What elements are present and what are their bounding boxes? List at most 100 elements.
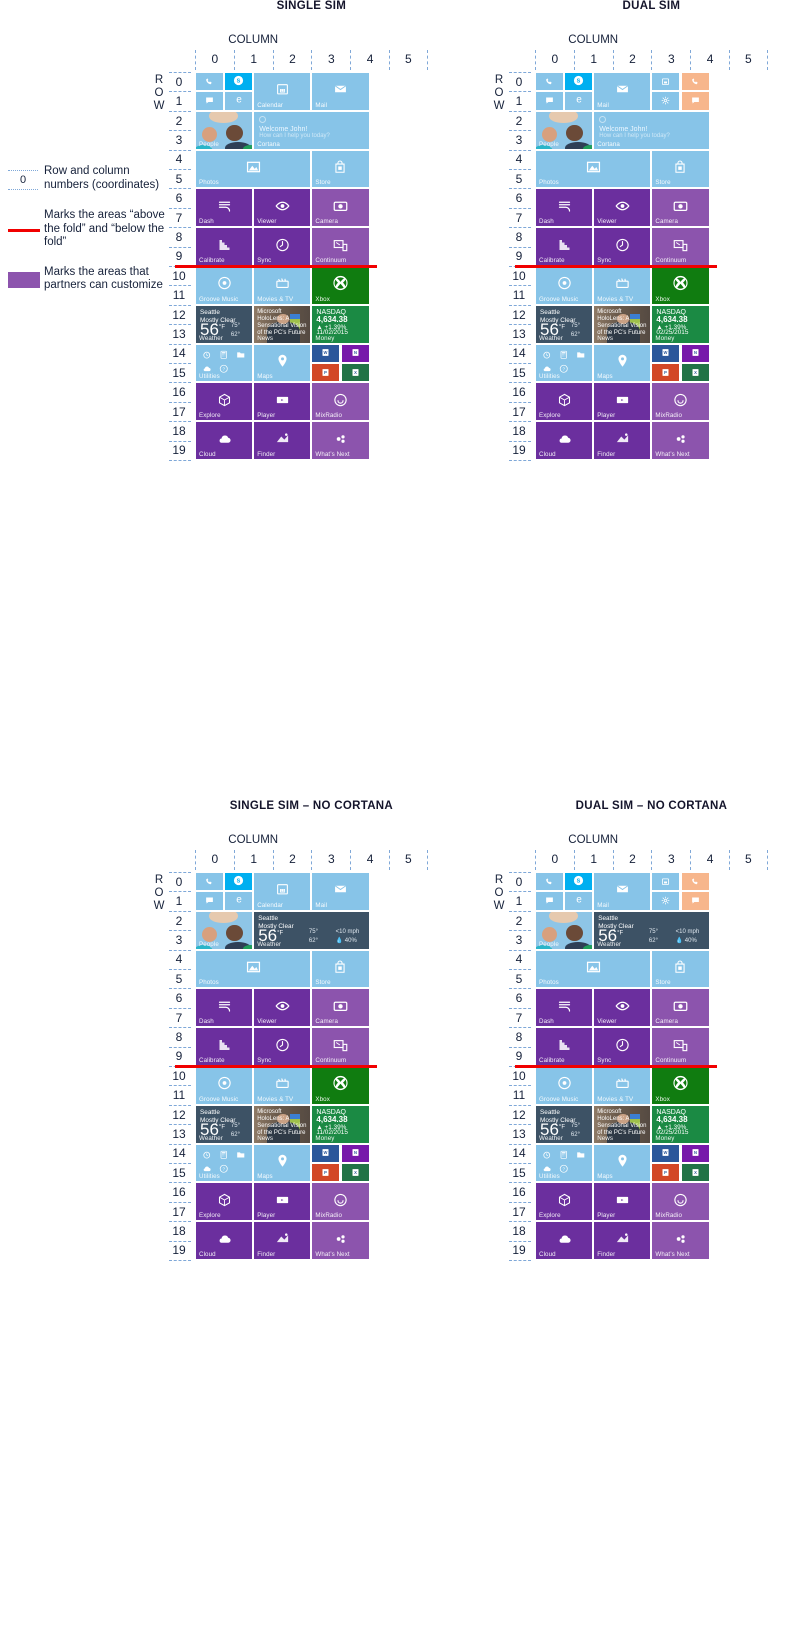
tile-phone[interactable] [535,72,565,92]
tile-edge[interactable]: e [224,91,254,111]
tile-photos[interactable]: Photos [535,149,652,189]
tile-continuum[interactable]: Continuum [651,1027,710,1066]
tile-player[interactable]: Player [593,1182,652,1222]
tile-calibrate[interactable]: Calibrate [195,1027,254,1066]
tile-onenote[interactable]: N [680,343,710,363]
tile-calendar[interactable]: 13 Calendar [253,872,312,911]
tile-photos[interactable]: Photos [535,949,652,989]
tile-powerpoint[interactable]: P [311,1163,341,1183]
tile-mail[interactable]: Mail [593,872,652,911]
tile-explore[interactable]: Explore [535,1182,594,1222]
tile-people[interactable]: People [195,910,254,950]
tile-edge[interactable]: e [224,891,254,911]
tile-continuum[interactable]: Continuum [311,227,370,266]
tile-continuum[interactable]: Continuum [311,1027,370,1066]
tile-explore[interactable]: Explore [535,382,594,422]
tile-mail[interactable]: Mail [593,72,652,111]
tile-phone[interactable] [195,872,225,892]
tile-sync[interactable]: Sync [593,1027,652,1066]
tile-people[interactable]: People [535,110,594,150]
tile-camera[interactable]: Camera [311,988,370,1028]
tile-xbox[interactable]: Xbox [651,266,710,305]
tile-news[interactable]: Microsoft HoloLens: A Sensational Vision… [593,1104,652,1144]
tile-skype[interactable]: S [564,872,594,892]
tile-news[interactable]: Microsoft HoloLens: A Sensational Vision… [253,304,312,344]
tile-powerpoint[interactable]: P [311,363,341,383]
tile-utilities[interactable]: ? Utilities [535,1143,594,1183]
tile-messaging2[interactable] [680,91,710,111]
tile-camera[interactable]: Camera [651,188,710,228]
tile-explore[interactable]: Explore [195,382,254,422]
tile-excel[interactable]: X [340,1163,370,1183]
tile-groove[interactable]: Groove Music [535,266,594,305]
tile-weather[interactable]: Seattle Mostly Clear 56°F 75° 62° Weather [535,304,594,344]
tile-xbox[interactable]: Xbox [311,266,370,305]
tile-money[interactable]: NASDAQ 4,634.38 ▲ +1.39% 02/25/2015 Money [651,304,710,344]
tile-viewer[interactable]: Viewer [593,188,652,228]
tile-sync[interactable]: Sync [253,1027,312,1066]
tile-settings[interactable] [651,891,681,911]
tile-mixradio[interactable]: MixRadio [651,382,710,422]
tile-messaging[interactable] [195,91,225,111]
tile-sync[interactable]: Sync [253,227,312,266]
tile-calendar-small[interactable] [651,872,681,892]
tile-weather[interactable]: Seattle Mostly Clear 56°F 75° 62° Weather [195,304,254,344]
tile-whatsnext[interactable]: What’s Next [651,1221,710,1260]
tile-store[interactable]: Store [311,149,370,189]
tile-dash[interactable]: Dash [195,188,254,228]
tile-maps[interactable]: Maps [593,1143,652,1183]
tile-movies[interactable]: Movies & TV [253,1066,312,1105]
tile-onenote[interactable]: N [680,1143,710,1163]
tile-weather[interactable]: Seattle Mostly Clear 56°F 75° 62° Weather [535,1104,594,1144]
tile-money[interactable]: NASDAQ 4,634.38 ▲ +1.39% 02/25/2015 Money [651,1104,710,1144]
tile-cloud[interactable]: Cloud [535,421,594,460]
tile-word[interactable]: W [311,343,341,363]
tile-edge[interactable]: e [564,91,594,111]
tile-cloud[interactable]: Cloud [195,421,254,460]
tile-onenote[interactable]: N [340,1143,370,1163]
tile-money[interactable]: NASDAQ 4,634.38 ▲ +1.39% 11/02/2015 Money [311,304,370,344]
tile-excel[interactable]: X [680,363,710,383]
tile-maps[interactable]: Maps [593,343,652,383]
tile-word[interactable]: W [651,1143,681,1163]
tile-news[interactable]: Microsoft HoloLens: A Sensational Vision… [253,1104,312,1144]
tile-dash[interactable]: Dash [195,988,254,1028]
tile-skype[interactable]: S [564,72,594,92]
tile-calibrate[interactable]: Calibrate [535,1027,594,1066]
tile-phone2[interactable] [680,72,710,92]
tile-weather[interactable]: Seattle Mostly Clear 56°F 75° 62° Weather [195,1104,254,1144]
tile-people[interactable]: People [195,110,254,150]
tile-player[interactable]: Player [253,382,312,422]
tile-finder[interactable]: Finder [593,421,652,460]
tile-groove[interactable]: Groove Music [195,1066,254,1105]
tile-mixradio[interactable]: MixRadio [651,1182,710,1222]
tile-movies[interactable]: Movies & TV [593,1066,652,1105]
tile-utilities[interactable]: ? Utilities [195,1143,254,1183]
tile-explore[interactable]: Explore [195,1182,254,1222]
tile-powerpoint[interactable]: P [651,363,681,383]
tile-cloud[interactable]: Cloud [195,1221,254,1260]
tile-mail[interactable]: Mail [311,872,370,911]
tile-messaging[interactable] [535,91,565,111]
tile-messaging2[interactable] [680,891,710,911]
tile-photos[interactable]: Photos [195,949,312,989]
tile-onenote[interactable]: N [340,343,370,363]
tile-messaging[interactable] [195,891,225,911]
tile-store[interactable]: Store [311,949,370,989]
tile-settings[interactable] [651,91,681,111]
tile-viewer[interactable]: Viewer [593,988,652,1028]
tile-powerpoint[interactable]: P [651,1163,681,1183]
tile-whatsnext[interactable]: What’s Next [651,421,710,460]
tile-dash[interactable]: Dash [535,988,594,1028]
tile-finder[interactable]: Finder [253,421,312,460]
tile-phone2[interactable] [680,872,710,892]
tile-news[interactable]: Microsoft HoloLens: A Sensational Vision… [593,304,652,344]
tile-camera[interactable]: Camera [311,188,370,228]
tile-player[interactable]: Player [253,1182,312,1222]
tile-movies[interactable]: Movies & TV [593,266,652,305]
tile-viewer[interactable]: Viewer [253,188,312,228]
tile-people[interactable]: People [535,910,594,950]
tile-mixradio[interactable]: MixRadio [311,382,370,422]
tile-money[interactable]: NASDAQ 4,634.38 ▲ +1.39% 11/02/2015 Money [311,1104,370,1144]
tile-store[interactable]: Store [651,949,710,989]
